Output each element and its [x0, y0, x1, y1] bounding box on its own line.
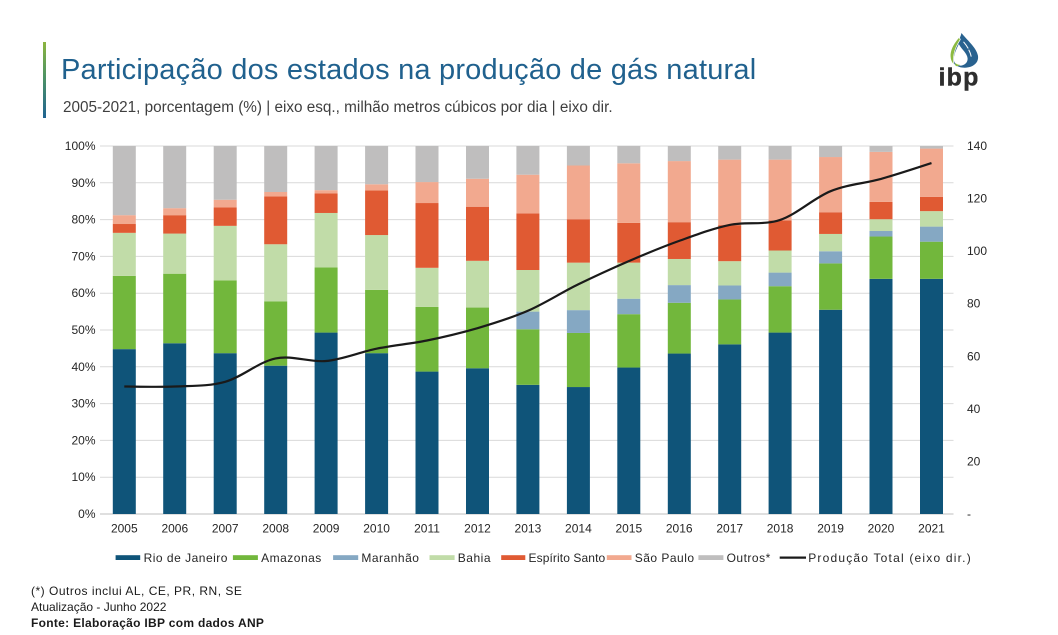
svg-text:40: 40 — [967, 402, 981, 416]
svg-text:São Paulo: São Paulo — [635, 551, 695, 565]
svg-text:0%: 0% — [78, 507, 96, 521]
svg-text:Rio de Janeiro: Rio de Janeiro — [144, 551, 228, 565]
svg-text:2017: 2017 — [716, 522, 743, 536]
svg-text:Maranhão: Maranhão — [361, 551, 419, 565]
svg-text:2011: 2011 — [414, 522, 440, 536]
svg-text:2006: 2006 — [161, 522, 188, 536]
svg-text:2007: 2007 — [212, 522, 239, 536]
svg-text:80: 80 — [967, 297, 981, 311]
svg-text:2009: 2009 — [313, 522, 340, 536]
svg-text:2020: 2020 — [868, 522, 895, 536]
svg-text:2012: 2012 — [464, 522, 491, 536]
svg-text:50%: 50% — [71, 323, 95, 337]
svg-text:20: 20 — [967, 454, 981, 468]
svg-text:Amazonas: Amazonas — [261, 551, 322, 565]
svg-text:Bahia: Bahia — [458, 551, 491, 565]
svg-text:ibp: ibp — [939, 63, 980, 91]
svg-text:2021: 2021 — [918, 522, 945, 536]
svg-text:60: 60 — [967, 349, 981, 363]
svg-text:140: 140 — [967, 139, 987, 153]
svg-text:Espírito Santo: Espírito Santo — [529, 551, 606, 565]
svg-text:70%: 70% — [71, 249, 95, 263]
svg-text:Produção Total (eixo dir.): Produção Total (eixo dir.) — [808, 551, 972, 565]
svg-text:2019: 2019 — [817, 522, 844, 536]
svg-text:20%: 20% — [71, 433, 95, 447]
svg-text:2018: 2018 — [767, 522, 794, 536]
svg-text:Outros*: Outros* — [727, 551, 771, 565]
svg-text:2008: 2008 — [262, 522, 289, 536]
svg-text:2015: 2015 — [615, 522, 642, 536]
svg-text:2016: 2016 — [666, 522, 693, 536]
svg-text:100: 100 — [967, 244, 987, 258]
svg-text:100%: 100% — [65, 139, 96, 153]
svg-text:2014: 2014 — [565, 522, 592, 536]
svg-text:10%: 10% — [71, 470, 95, 484]
svg-text:60%: 60% — [71, 286, 95, 300]
svg-text:90%: 90% — [71, 176, 95, 190]
svg-text:-: - — [967, 507, 971, 521]
svg-text:2005: 2005 — [111, 522, 138, 536]
svg-text:2010: 2010 — [363, 522, 390, 536]
svg-text:120: 120 — [967, 192, 987, 206]
svg-text:30%: 30% — [71, 397, 95, 411]
svg-text:80%: 80% — [71, 213, 95, 227]
svg-text:2013: 2013 — [515, 522, 542, 536]
svg-text:40%: 40% — [71, 360, 95, 374]
